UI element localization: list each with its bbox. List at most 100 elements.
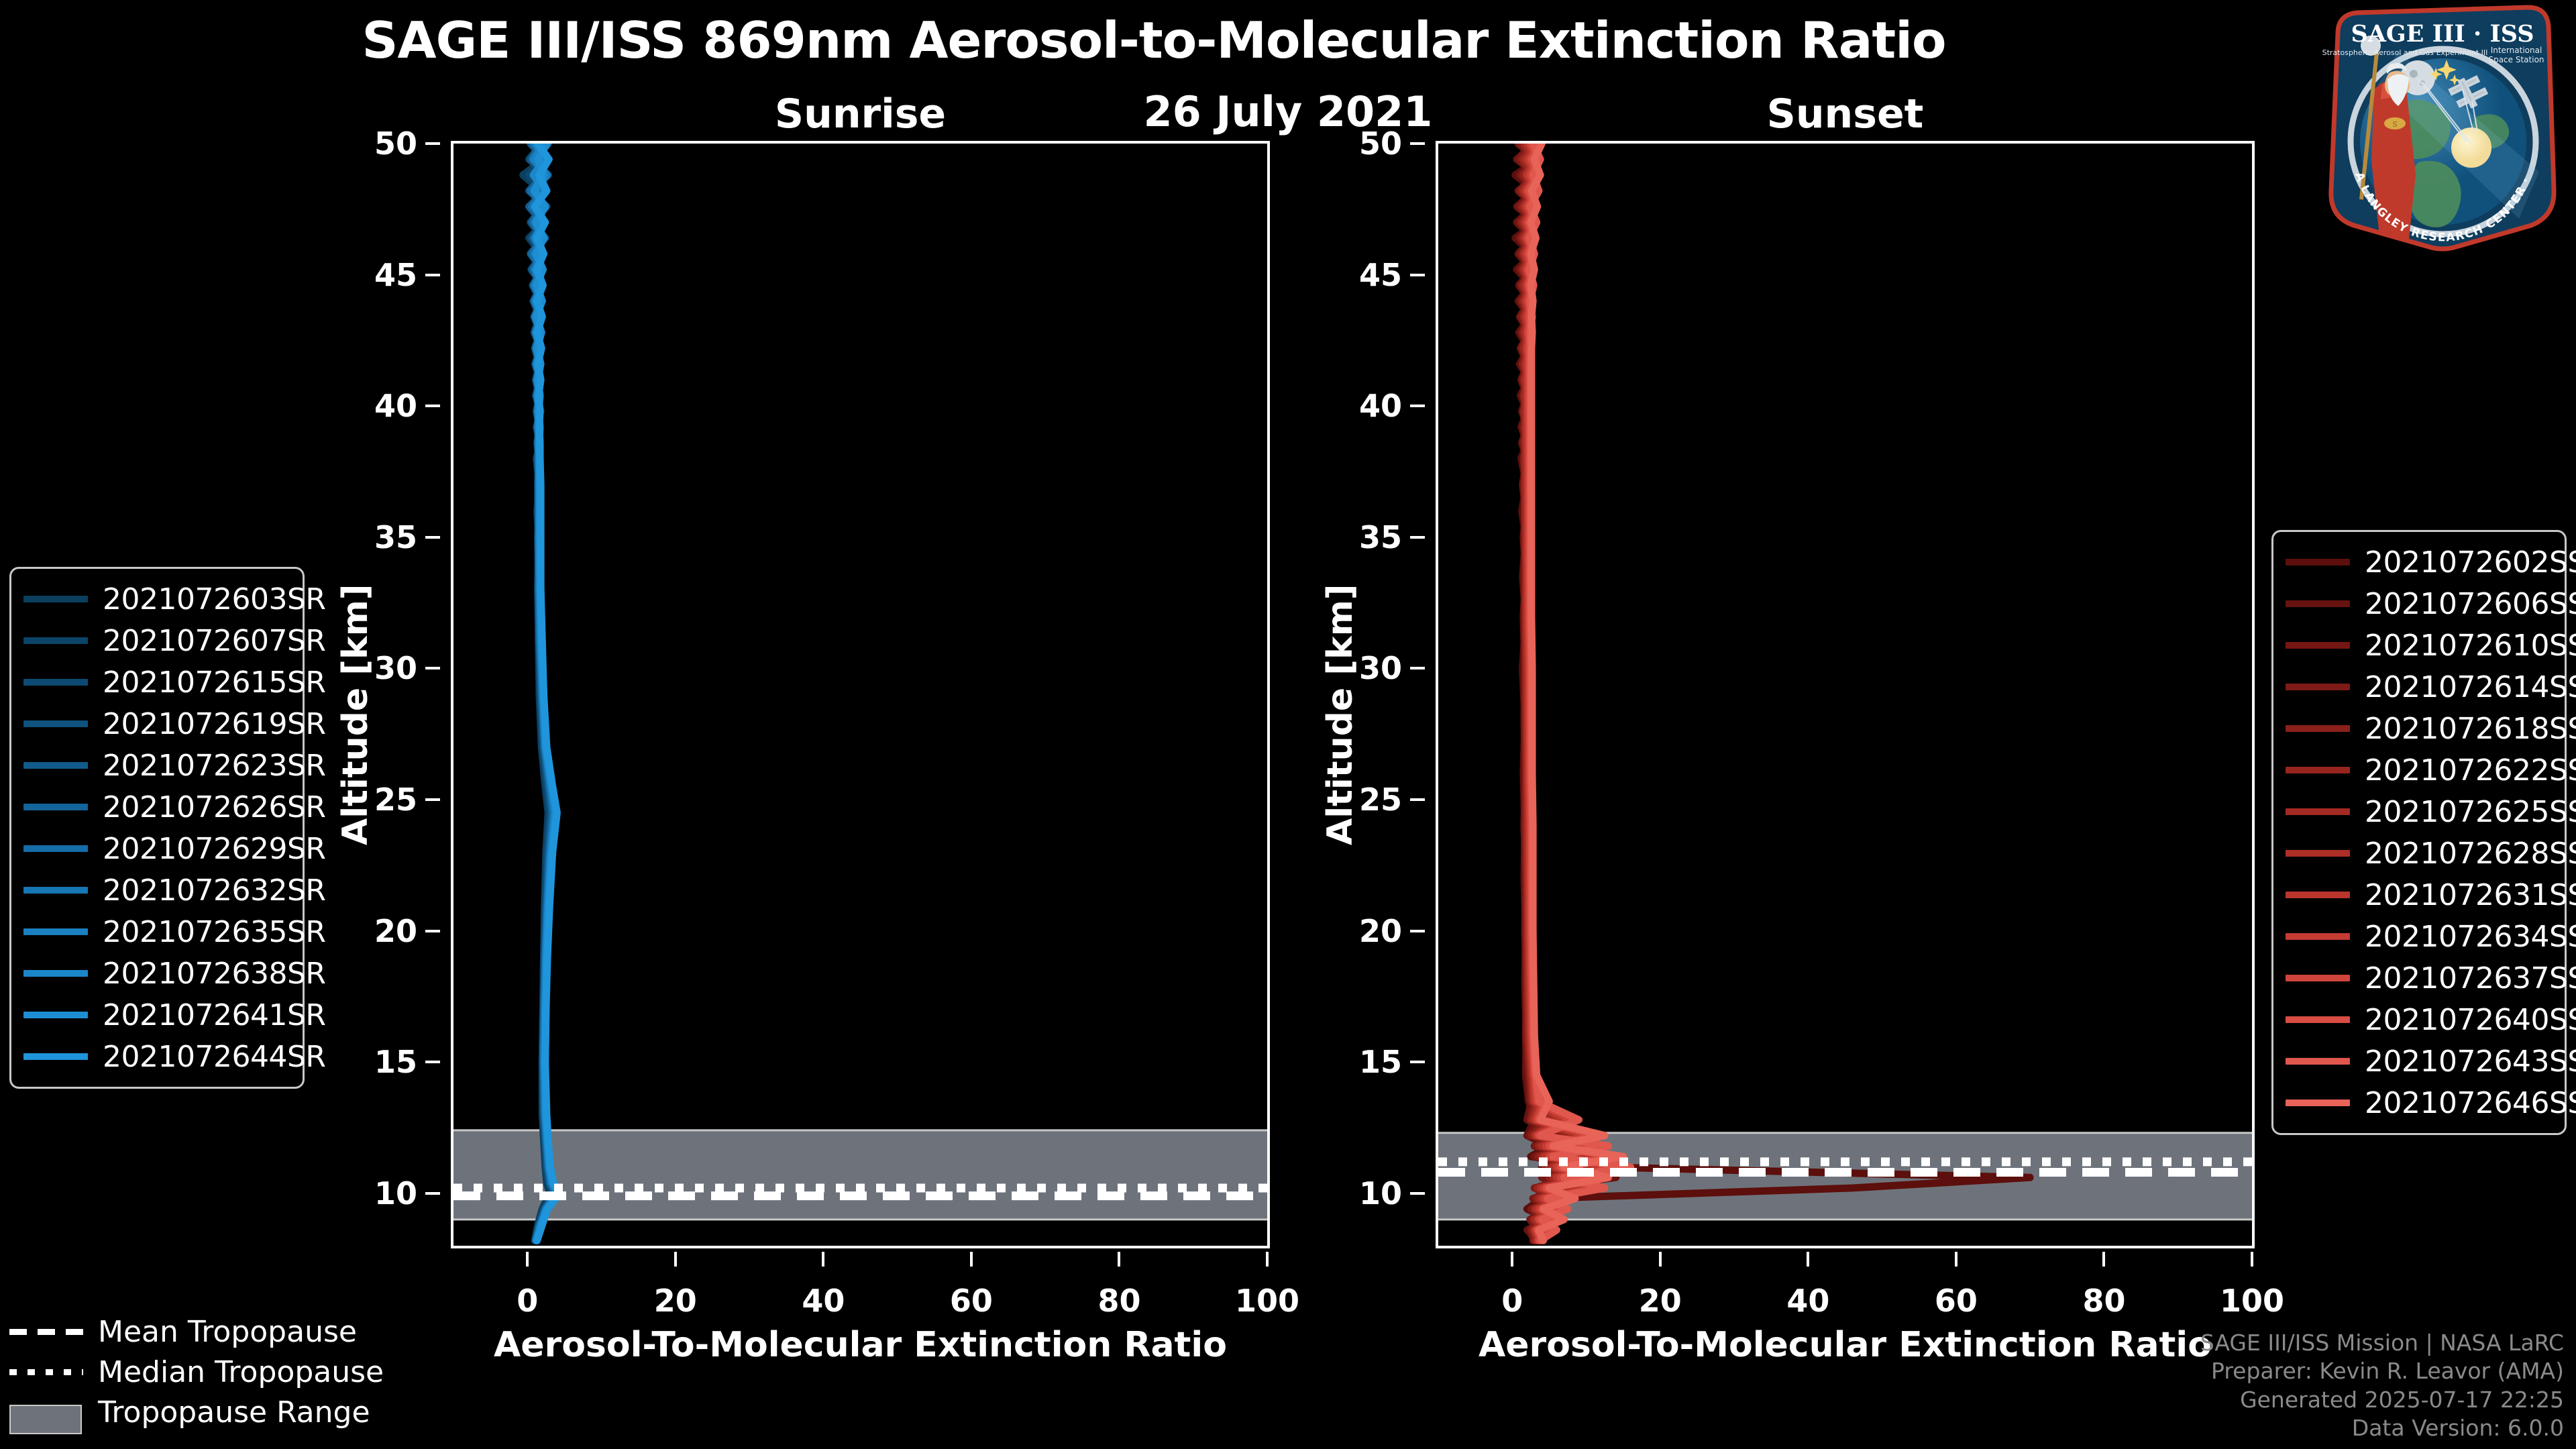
legend-item-label: 2021072619SR <box>103 706 326 741</box>
page-title: SAGE III/ISS 869nm Aerosol-to-Molecular … <box>362 11 1947 70</box>
legend-item[interactable]: 2021072619SR <box>23 703 326 745</box>
legend-color-swatch <box>23 637 88 644</box>
legend-color-swatch <box>23 720 88 727</box>
y-tick-label: 40 <box>1358 388 1402 425</box>
y-tick-label: 40 <box>374 388 417 425</box>
legend-item[interactable]: 2021072644SR <box>23 1036 326 1077</box>
legend-item[interactable]: 2021072629SR <box>23 828 326 869</box>
legend-color-swatch <box>23 845 88 852</box>
legend-item-label: 2021072628SS <box>2365 836 2576 871</box>
legend-item-label: Mean Tropopause <box>98 1314 357 1349</box>
legend-item[interactable]: 2021072625SS <box>2286 791 2576 833</box>
legend-item[interactable]: 2021072615SR <box>23 661 326 703</box>
legend-item-label: 2021072646SS <box>2365 1085 2576 1120</box>
legend-item[interactable]: 2021072626SR <box>23 786 326 828</box>
filled-box-icon <box>9 1403 83 1434</box>
y-tick-label: 45 <box>1358 256 1402 293</box>
sunset-y-axis: 10 15 20 25 30 35 40 45 50 <box>1344 125 1425 1248</box>
y-tick-mark <box>425 405 440 408</box>
legend-item-label: 2021072641SR <box>103 998 326 1032</box>
y-tick-label: 25 <box>1358 781 1402 818</box>
y-tick-mark <box>425 1061 440 1064</box>
x-tick-mark <box>1954 1252 1957 1267</box>
sunset-x-axis: 0 20 40 60 80 100 <box>1436 1252 2284 1332</box>
legend-item[interactable]: 2021072610SS <box>2286 625 2576 666</box>
legend-item-label: Tropopause Range <box>98 1395 370 1430</box>
credits-line-generated: Generated 2025-07-17 22:25 <box>2240 1386 2564 1413</box>
legend-item[interactable]: 2021072634SS <box>2286 916 2576 957</box>
y-tick-label: 20 <box>1358 912 1402 949</box>
tropopause-legend: Mean Tropopause Median Tropopause Tropop… <box>9 1311 385 1434</box>
legend-color-swatch <box>2286 684 2350 690</box>
y-tick-label: 25 <box>374 781 417 818</box>
sunset-plot <box>1436 141 2255 1248</box>
credits-line-mission: SAGE III/ISS Mission | NASA LaRC <box>2200 1330 2564 1356</box>
legend-item-label: 2021072640SS <box>2365 1002 2576 1037</box>
legend-item[interactable]: 2021072614SS <box>2286 666 2576 708</box>
legend-color-swatch <box>2286 767 2350 773</box>
legend-item[interactable]: 2021072640SS <box>2286 999 2576 1040</box>
legend-color-swatch <box>23 596 88 602</box>
legend-item-median-tropopause: Median Tropopause <box>9 1352 385 1392</box>
legend-item[interactable]: 2021072632SR <box>23 869 326 911</box>
legend-item[interactable]: 2021072602SS <box>2286 541 2576 583</box>
legend-item[interactable]: 2021072641SR <box>23 994 326 1036</box>
legend-item-label: 2021072602SS <box>2365 545 2576 580</box>
sunset-legend[interactable]: 2021072602SS 2021072606SS 2021072610SS 2021… <box>2271 530 2576 1135</box>
y-tick-mark <box>1410 667 1425 670</box>
legend-item-label: 2021072603SR <box>103 582 326 616</box>
legend-item[interactable]: 2021072618SS <box>2286 708 2576 749</box>
y-tick-mark <box>1410 405 1425 408</box>
y-tick-label: 10 <box>374 1175 417 1212</box>
sunrise-plot <box>451 141 1270 1248</box>
legend-color-swatch <box>2286 642 2350 649</box>
legend-item[interactable]: 2021072603SR <box>23 578 326 620</box>
dashed-line-icon <box>9 1323 83 1340</box>
x-tick-mark <box>526 1252 529 1267</box>
x-tick-mark <box>1807 1252 1810 1267</box>
legend-item[interactable]: 2021072607SR <box>23 620 326 661</box>
legend-item[interactable]: 2021072635SR <box>23 911 326 953</box>
sunrise-y-axis: 10 15 20 25 30 35 40 45 50 <box>360 125 440 1248</box>
legend-item-label: 2021072632SR <box>103 873 326 908</box>
y-tick-mark <box>425 798 440 801</box>
legend-item[interactable]: 2021072628SS <box>2286 833 2576 874</box>
sunset-x-axis-label: Aerosol-To-Molecular Extinction Ratio <box>1479 1325 2212 1365</box>
x-tick-mark <box>969 1252 973 1267</box>
x-tick-label: 0 <box>1501 1283 1523 1319</box>
legend-item-label: 2021072644SR <box>103 1039 326 1074</box>
legend-item[interactable]: 2021072623SR <box>23 745 326 786</box>
y-tick-label: 30 <box>374 650 417 687</box>
legend-item[interactable]: 2021072643SS <box>2286 1040 2576 1082</box>
x-tick-label: 60 <box>949 1283 993 1319</box>
x-tick-mark <box>674 1252 677 1267</box>
y-tick-mark <box>1410 1191 1425 1195</box>
legend-item-label: 2021072634SS <box>2365 919 2576 954</box>
x-tick-mark <box>1118 1252 1121 1267</box>
legend-item[interactable]: 2021072622SS <box>2286 749 2576 791</box>
legend-item-label: 2021072625SS <box>2365 794 2576 829</box>
legend-item-mean-tropopause: Mean Tropopause <box>9 1311 385 1352</box>
legend-item[interactable]: 2021072606SS <box>2286 583 2576 625</box>
legend-item[interactable]: 2021072637SS <box>2286 957 2576 999</box>
legend-item[interactable]: 2021072638SR <box>23 953 326 994</box>
legend-item-label: 2021072638SR <box>103 956 326 991</box>
sunset-panel-title: Sunset <box>1766 91 1924 138</box>
legend-color-swatch <box>23 887 88 894</box>
y-tick-mark <box>1410 535 1425 539</box>
legend-color-swatch <box>23 679 88 686</box>
sunrise-legend[interactable]: 2021072603SR 2021072607SR 2021072615SR 2021… <box>9 567 326 1089</box>
y-tick-mark <box>1410 1061 1425 1064</box>
legend-color-swatch <box>2286 1058 2350 1065</box>
x-tick-label: 80 <box>1097 1283 1141 1319</box>
legend-item[interactable]: 2021072631SS <box>2286 874 2576 916</box>
legend-item-label: 2021072635SR <box>103 914 326 949</box>
legend-color-swatch <box>2286 559 2350 566</box>
sage-iii-iss-logo: S SAGE III · ISS Stratospheric Aerosol a… <box>2312 0 2566 252</box>
y-tick-label: 15 <box>374 1044 417 1081</box>
x-tick-mark <box>822 1252 825 1267</box>
legend-color-swatch <box>23 1053 88 1060</box>
x-tick-label: 0 <box>517 1283 539 1319</box>
legend-item[interactable]: 2021072646SS <box>2286 1082 2576 1124</box>
